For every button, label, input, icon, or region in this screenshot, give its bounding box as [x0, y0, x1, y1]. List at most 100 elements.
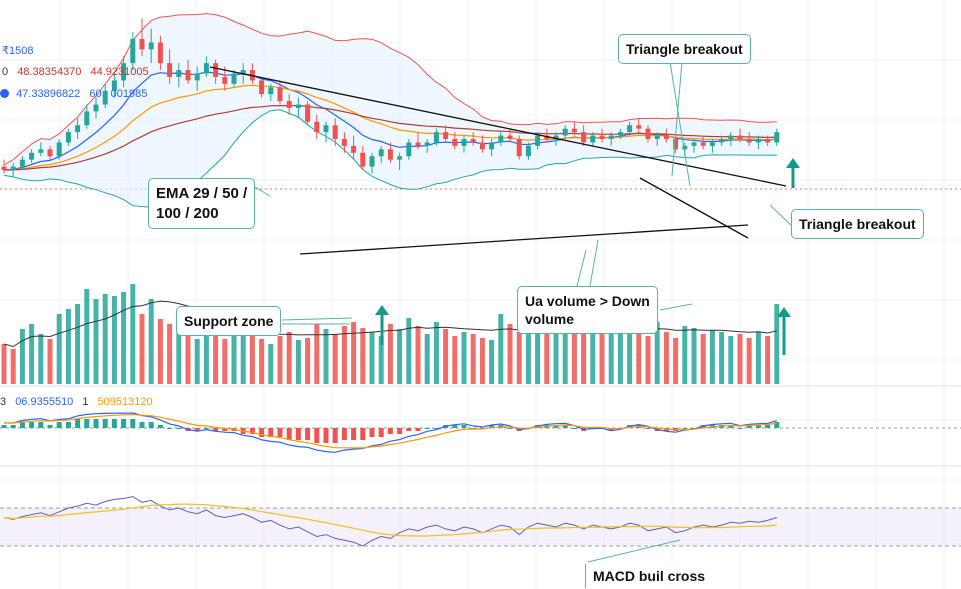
macd-histogram-bar: [608, 428, 614, 431]
callout-pointer-line: [587, 539, 681, 563]
candle-body: [581, 132, 587, 143]
candle-body: [277, 87, 283, 102]
volume-bar: [231, 334, 237, 384]
volume-bar: [452, 336, 458, 384]
volume-bar: [323, 329, 329, 384]
candle-body: [645, 128, 651, 139]
macd-histogram-bar: [84, 419, 90, 428]
macd-histogram-bar: [268, 428, 274, 437]
candle-body: [452, 139, 458, 146]
candle-body: [240, 70, 246, 74]
candle-body: [590, 135, 596, 143]
indicator-dot-icon: [0, 89, 9, 98]
volume-bar: [709, 330, 715, 384]
volume-bar: [406, 318, 412, 384]
breakout-arrows: [375, 158, 800, 355]
volume-bar: [433, 322, 439, 384]
candle-body: [755, 139, 761, 143]
candle-body: [737, 135, 743, 139]
candle-body: [332, 125, 338, 139]
macd-histogram-bar: [387, 428, 393, 434]
macd-histogram-bar: [553, 425, 559, 428]
candle-body: [719, 139, 725, 143]
candle-body: [286, 101, 292, 108]
macd-histogram-bar: [755, 425, 761, 428]
macd-legend: 3 06.9355510 1 509513120: [0, 396, 153, 408]
macd-histogram-bar: [452, 425, 458, 428]
volume-bar: [314, 324, 320, 384]
macd-histogram-bar: [157, 425, 163, 428]
candle-body: [47, 149, 53, 157]
volume-bar: [562, 322, 568, 384]
candle-body: [369, 156, 375, 167]
candle-body: [397, 156, 403, 160]
candle-body: [185, 70, 191, 81]
macd-histogram-bar: [351, 428, 357, 440]
rsi-line: [3, 496, 777, 547]
volume-bar: [249, 334, 255, 384]
callout-pointer-line: [576, 249, 587, 287]
volume-bar: [728, 336, 734, 384]
candle-body: [259, 80, 265, 95]
volume-bar: [516, 332, 522, 384]
volume-bars: [1, 284, 780, 384]
volume-bar: [581, 334, 587, 384]
candle-body: [415, 142, 421, 146]
macd-histogram-bar: [102, 419, 108, 428]
candle-body: [608, 135, 614, 139]
volume-bar: [645, 336, 651, 384]
candle-body: [157, 42, 163, 64]
volume-bar: [397, 329, 403, 384]
candle-body: [323, 125, 329, 133]
volume-bar: [1, 344, 7, 384]
volume-bar: [507, 324, 513, 384]
macd-histogram-bar: [93, 419, 99, 428]
volume-bar: [617, 328, 623, 384]
candle-body: [433, 132, 439, 143]
candle-body: [461, 139, 467, 146]
macd-histogram-bar: [489, 425, 495, 428]
volume-bar: [608, 330, 614, 384]
macd-histogram-bar: [194, 428, 200, 431]
candle-body: [305, 104, 311, 122]
macd-histogram-bar: [378, 428, 384, 437]
callout-pointer-line: [669, 61, 691, 187]
volume-bar: [259, 339, 265, 384]
volume-bar: [535, 310, 541, 384]
callout-ema-line1: EMA 29 / 50 /: [156, 185, 248, 202]
volume-bar: [415, 326, 421, 384]
callout-triangle-breakout-right-text: Triangle breakout: [799, 216, 916, 232]
volume-bar: [700, 334, 706, 384]
candle-body: [268, 87, 274, 95]
volume-bar: [19, 329, 25, 384]
volume-bar: [29, 324, 35, 384]
volume-bar: [654, 322, 660, 384]
candle-body: [489, 142, 495, 150]
volume-bar: [774, 304, 780, 384]
macd-histogram-bar: [38, 422, 44, 428]
volume-bar: [553, 329, 559, 384]
volume-bar: [544, 324, 550, 384]
candle-body: [19, 159, 25, 167]
volume-bar: [332, 334, 338, 384]
volume-bar: [203, 324, 209, 384]
macd-histogram-bar: [222, 428, 228, 431]
volume-bar: [719, 332, 725, 384]
macd-histogram-bar: [332, 428, 338, 443]
volume-bar: [341, 326, 347, 384]
candle-body: [654, 135, 660, 139]
candle-body: [84, 111, 90, 126]
candlesticks: [1, 18, 780, 177]
callout-pointer-line: [589, 239, 599, 287]
candle-body: [10, 166, 16, 171]
candle-body: [774, 132, 780, 143]
candle-body: [194, 73, 200, 81]
volume-bar: [47, 339, 53, 384]
macd-histogram-bar: [148, 422, 154, 428]
volume-bar: [213, 329, 219, 384]
ema-legend-value-a: 48.38354370: [17, 66, 82, 78]
candle-body: [378, 149, 384, 157]
callout-volume-line2: volume: [525, 311, 575, 328]
candle-body: [387, 149, 393, 160]
volume-bar: [627, 324, 633, 384]
